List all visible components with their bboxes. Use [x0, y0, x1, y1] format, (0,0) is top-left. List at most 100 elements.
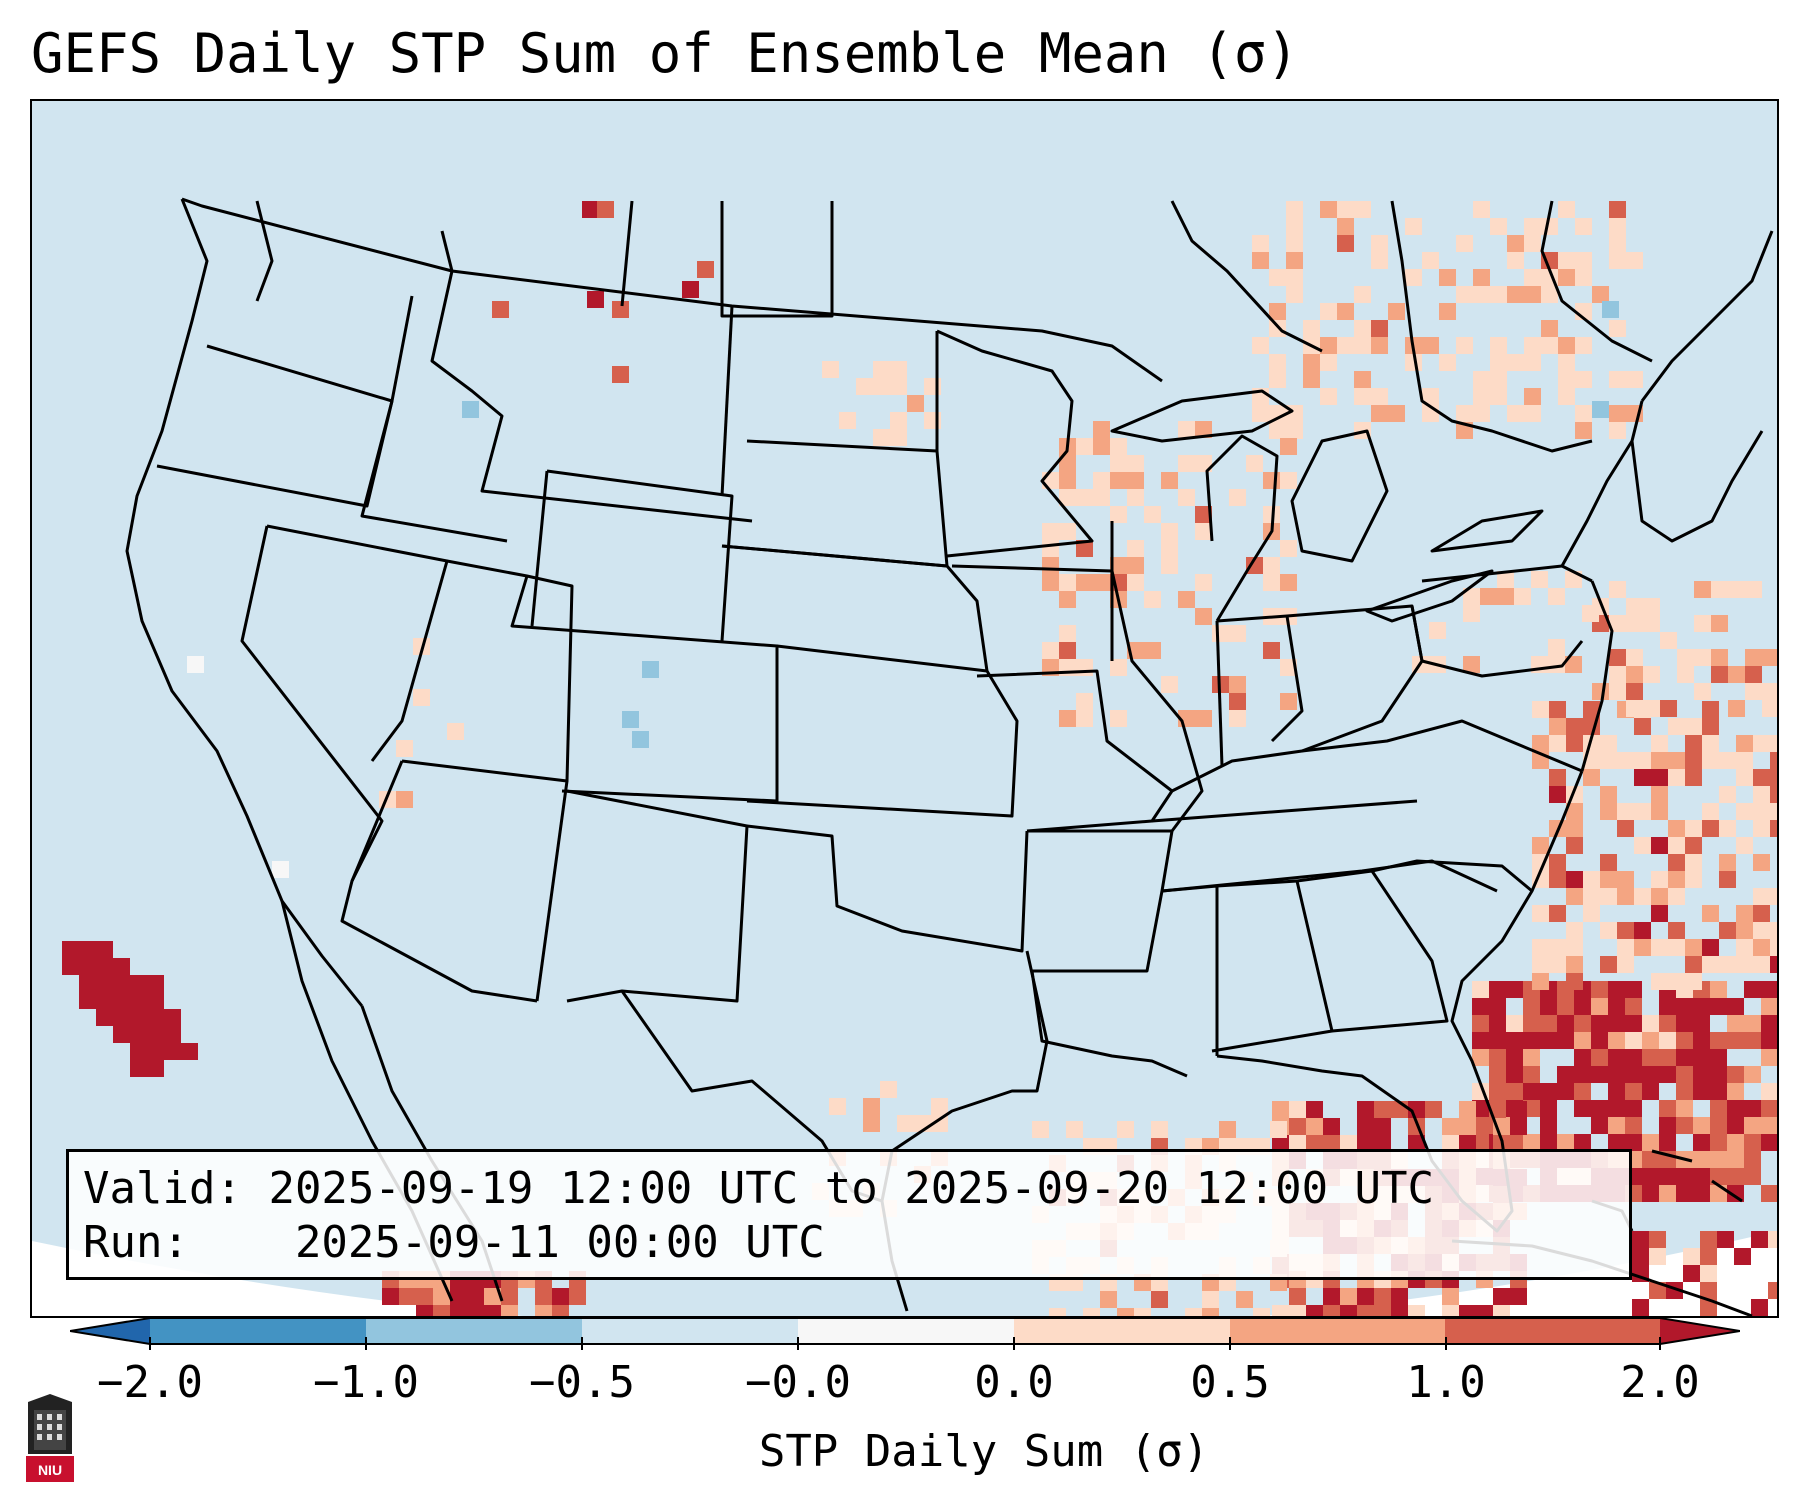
anomaly-cell	[1719, 956, 1736, 973]
anomaly-cell	[1727, 1066, 1744, 1083]
colorbar-segments	[70, 1318, 1740, 1344]
anomaly-cell	[1770, 888, 1777, 905]
anomaly-cell	[1219, 1121, 1236, 1138]
anomaly-cell	[1093, 489, 1110, 506]
anomaly-cell	[1306, 1101, 1323, 1118]
anomaly-cell	[1744, 1066, 1761, 1083]
run-value: 2025-09-11 00:00 UTC	[294, 1217, 825, 1268]
map-frame[interactable]	[30, 99, 1779, 1318]
anomaly-cell	[1195, 421, 1212, 438]
anomaly-cell	[1374, 1305, 1391, 1316]
anomaly-cell	[1506, 981, 1523, 998]
anomaly-cell	[1626, 252, 1643, 269]
anomaly-cell	[1524, 405, 1541, 422]
anomaly-cell	[1110, 455, 1127, 472]
anomaly-cell	[1600, 871, 1617, 888]
anomaly-cell	[1634, 922, 1651, 939]
anomaly-cell	[1651, 888, 1668, 905]
anomaly-cell	[1408, 1305, 1425, 1316]
anomaly-cell	[1575, 269, 1592, 286]
anomaly-cell	[1745, 581, 1762, 598]
anomaly-cell	[1354, 388, 1371, 405]
anomaly-cell	[1668, 871, 1685, 888]
anomaly-cell	[863, 1098, 880, 1115]
anomaly-cell	[1591, 998, 1608, 1015]
anomaly-cell	[1702, 735, 1719, 752]
anomaly-cell	[1609, 252, 1626, 269]
anomaly-cell	[1600, 854, 1617, 871]
anomaly-cell	[96, 958, 113, 975]
anomaly-cell	[1289, 1101, 1306, 1118]
anomaly-cell	[1289, 1288, 1306, 1305]
anomaly-cell	[1532, 837, 1549, 854]
anomaly-cell	[1472, 1015, 1489, 1032]
anomaly-cell	[1677, 666, 1694, 683]
anomaly-cell	[1719, 854, 1736, 871]
anomaly-cell	[1049, 1308, 1066, 1316]
anomaly-cell	[1178, 591, 1195, 608]
anomaly-cell	[1617, 803, 1634, 820]
anomaly-cell	[1507, 354, 1524, 371]
anomaly-cell	[1583, 888, 1600, 905]
anomaly-cell	[1286, 201, 1303, 218]
anomaly-cell	[1574, 998, 1591, 1015]
colorbar-tick	[1659, 1337, 1661, 1350]
anomaly-cell	[1269, 354, 1286, 371]
anomaly-cell	[1574, 1049, 1591, 1066]
anomaly-cell	[1727, 1134, 1744, 1151]
anomaly-cell	[1694, 581, 1711, 598]
anomaly-cell	[1532, 905, 1549, 922]
anomaly-cell	[1591, 1032, 1608, 1049]
anomaly-cell	[1693, 1066, 1710, 1083]
anomaly-cell	[1289, 1305, 1306, 1316]
anomaly-cell	[1761, 1049, 1777, 1066]
anomaly-cell	[1566, 803, 1583, 820]
anomaly-cell	[1532, 701, 1549, 718]
anomaly-cell	[1371, 235, 1388, 252]
anomaly-cell	[1306, 1118, 1323, 1135]
anomaly-cell	[1472, 981, 1489, 998]
anomaly-cell	[1506, 1066, 1523, 1083]
anomaly-cell	[1710, 1066, 1727, 1083]
anomaly-cell	[1591, 981, 1608, 998]
anomaly-cell	[1685, 854, 1702, 871]
anomaly-cell	[1473, 269, 1490, 286]
anomaly-cell	[1744, 1168, 1761, 1185]
anomaly-cell	[1694, 683, 1711, 700]
anomaly-cell	[96, 992, 113, 1009]
anomaly-cell	[1558, 354, 1575, 371]
anomaly-cell	[1566, 871, 1583, 888]
anomaly-cell	[1617, 939, 1634, 956]
anomaly-cell	[1770, 735, 1777, 752]
anomaly-cell	[1337, 235, 1354, 252]
anomaly-cell	[1229, 693, 1246, 710]
anomaly-cell	[1280, 693, 1297, 710]
anomaly-cell	[1651, 905, 1668, 922]
anomaly-cell	[1178, 455, 1195, 472]
anomaly-cell	[1625, 1049, 1642, 1066]
anomaly-cell	[1761, 1100, 1777, 1117]
anomaly-cell	[1693, 1083, 1710, 1100]
colorbar-tick-label: 2.0	[1620, 1357, 1700, 1408]
anomaly-cell	[1753, 905, 1770, 922]
anomaly-cell	[1710, 1083, 1727, 1100]
anomaly-cell	[1391, 1288, 1408, 1305]
anomaly-cell	[1727, 1151, 1744, 1168]
anomaly-cell	[1625, 1100, 1642, 1117]
anomaly-cell	[1685, 871, 1702, 888]
anomaly-cell	[1710, 998, 1727, 1015]
niu-logo: NIU	[22, 1392, 78, 1484]
anomaly-cell	[467, 1288, 484, 1305]
anomaly-cell	[1549, 956, 1566, 973]
anomaly-cell	[1608, 981, 1625, 998]
anomaly-cell	[1541, 286, 1558, 303]
anomaly-cell	[1540, 1015, 1557, 1032]
anomaly-cell	[1110, 506, 1127, 523]
anomaly-cell	[1634, 769, 1651, 786]
anomaly-cell	[1280, 540, 1297, 557]
anomaly-cell	[1710, 1100, 1727, 1117]
anomaly-cell	[1719, 820, 1736, 837]
anomaly-cell	[1354, 286, 1371, 303]
map-canvas[interactable]	[32, 101, 1777, 1316]
anomaly-cell	[1761, 1083, 1777, 1100]
